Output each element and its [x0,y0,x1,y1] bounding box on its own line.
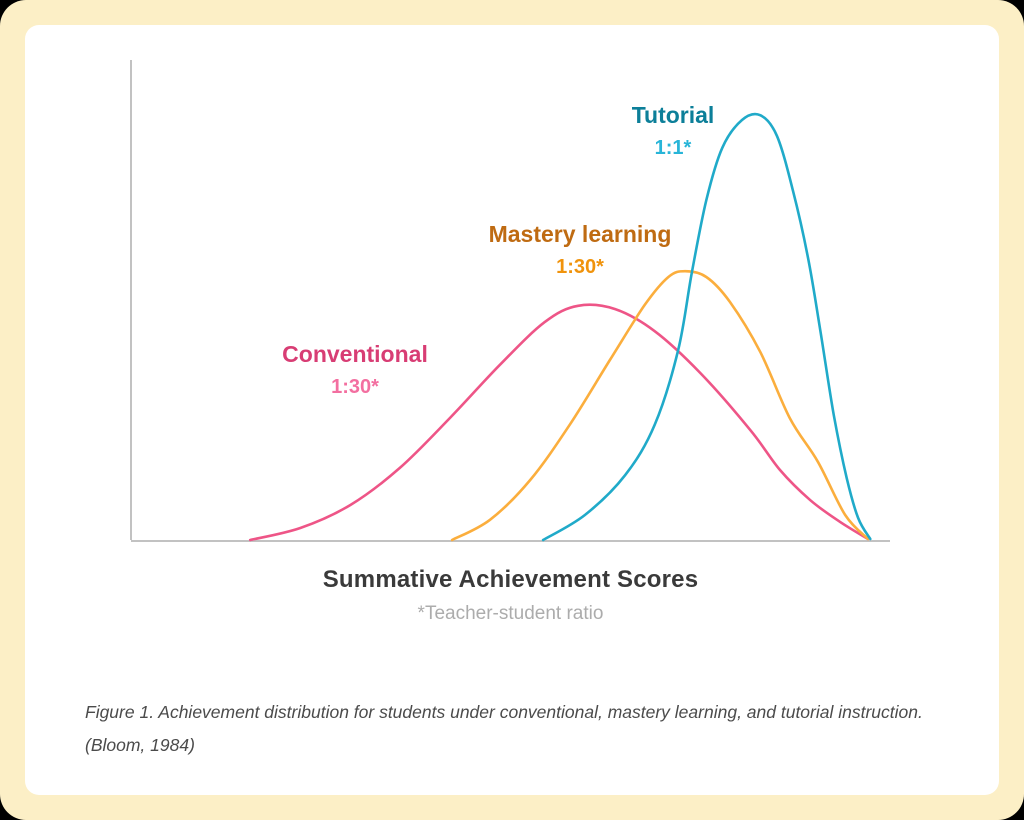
figure-caption-line2: (Bloom, 1984) [85,735,195,756]
curve-tutorial [541,112,872,542]
series-name-mastery-learning: Mastery learning [488,221,672,247]
x-axis-title: Summative Achievement Scores [322,566,699,593]
figure-caption-line1: Figure 1. Achievement distribution for s… [85,702,923,722]
curve-conventional [248,303,870,542]
series-name-tutorial: Tutorial [631,102,715,128]
figure-caption: Figure 1. Achievement distribution for s… [85,696,965,763]
series-name-conventional: Conventional [282,341,428,367]
distribution-curves [248,112,872,542]
footnote-teacher-student-ratio: *Teacher-student ratio [417,603,604,624]
series-ratio-mastery-learning: 1:30* [556,256,604,279]
chart-panel [25,25,999,795]
series-label-tutorial: Tutorial 1:1* [631,102,715,160]
series-label-mastery-learning: Mastery learning 1:30* [488,221,672,279]
series-ratio-tutorial: 1:1* [654,137,692,160]
series-label-conventional: Conventional 1:30* [282,341,428,399]
curve-mastery-learning [450,269,870,542]
series-ratio-conventional: 1:30* [331,376,379,399]
